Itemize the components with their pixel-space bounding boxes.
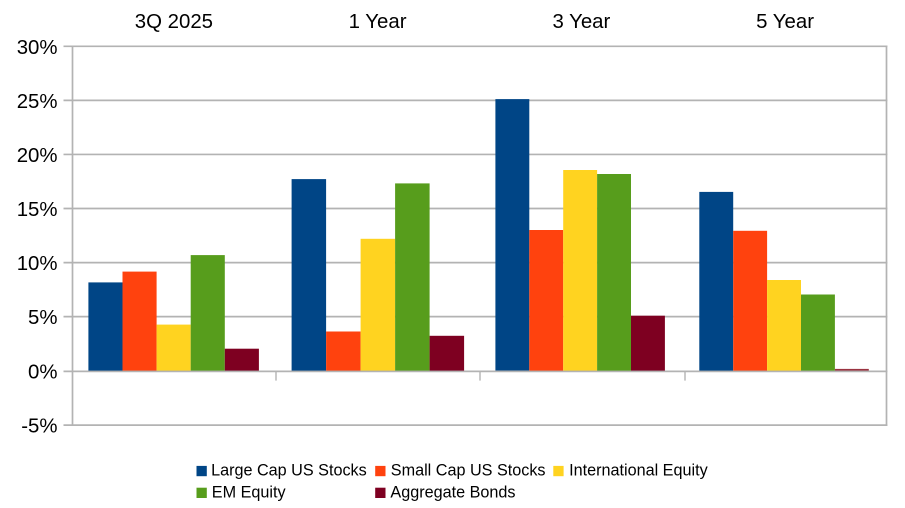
svg-text:-5%: -5%: [21, 415, 57, 437]
svg-text:15%: 15%: [17, 199, 58, 221]
svg-text:10%: 10%: [17, 253, 58, 275]
svg-text:25%: 25%: [17, 91, 58, 113]
svg-text:20%: 20%: [17, 145, 58, 167]
svg-text:5 Year: 5 Year: [756, 11, 814, 33]
svg-text:30%: 30%: [17, 37, 58, 59]
svg-text:International Equity: International Equity: [569, 462, 708, 480]
svg-text:Large Cap US Stocks: Large Cap US Stocks: [211, 462, 367, 480]
svg-text:Small Cap US Stocks: Small Cap US Stocks: [391, 462, 546, 480]
svg-text:0%: 0%: [28, 361, 57, 383]
svg-text:1 Year: 1 Year: [349, 11, 407, 33]
svg-text:Aggregate Bonds: Aggregate Bonds: [390, 484, 515, 502]
svg-text:EM Equity: EM Equity: [212, 484, 287, 502]
svg-text:3 Year: 3 Year: [552, 11, 610, 33]
svg-text:5%: 5%: [28, 307, 57, 329]
svg-text:3Q 2025: 3Q 2025: [135, 11, 213, 33]
